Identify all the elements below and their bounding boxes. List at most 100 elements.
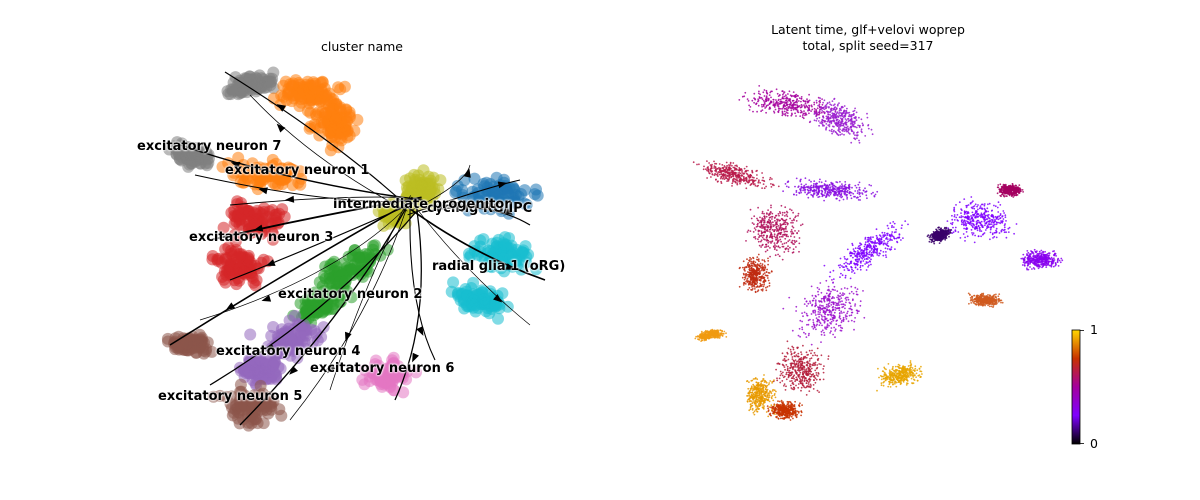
latent-time-point — [723, 174, 725, 177]
latent-time-point — [819, 307, 822, 310]
latent-time-point — [706, 177, 708, 179]
latent-time-point — [820, 192, 823, 195]
latent-time-point — [801, 114, 804, 117]
latent-time-point — [869, 250, 871, 253]
latent-time-point — [785, 378, 788, 381]
latent-time-point — [797, 214, 799, 217]
latent-time-point — [804, 102, 807, 105]
latent-time-point — [758, 234, 761, 237]
latent-time-point — [785, 385, 787, 388]
latent-time-point — [864, 263, 866, 265]
latent-time-point — [815, 317, 818, 320]
latent-time-point — [702, 168, 705, 171]
latent-time-point — [787, 250, 790, 253]
latent-time-point — [750, 288, 752, 291]
latent-time-point — [782, 371, 784, 374]
latent-time-point — [862, 260, 865, 262]
latent-time-point — [800, 386, 803, 389]
latent-time-point — [833, 98, 835, 100]
latent-time-point — [810, 184, 813, 187]
latent-time-point — [772, 183, 774, 186]
latent-time-point — [696, 163, 698, 166]
latent-time-point — [749, 175, 752, 178]
latent-time-point — [756, 219, 759, 222]
latent-time-point — [825, 292, 828, 295]
latent-time-point — [830, 120, 833, 123]
latent-time-point — [758, 273, 761, 276]
latent-time-point — [866, 239, 869, 241]
latent-time-point — [781, 258, 784, 261]
point-radial-glia-1-org — [530, 263, 543, 276]
latent-time-point — [762, 219, 765, 222]
latent-time-point — [822, 307, 825, 309]
latent-time-point — [804, 297, 806, 300]
latent-time-point — [744, 177, 746, 180]
latent-time-point — [848, 269, 851, 272]
latent-time-point — [765, 243, 767, 246]
latent-time-point — [838, 191, 841, 194]
latent-time-point — [763, 187, 766, 190]
latent-time-point — [762, 176, 764, 179]
latent-time-point — [749, 256, 751, 259]
latent-time-point — [731, 164, 733, 167]
latent-time-point — [858, 116, 860, 119]
latent-time-point — [817, 357, 820, 360]
latent-time-point — [791, 112, 793, 115]
latent-time-point — [761, 259, 764, 261]
latent-time-point — [824, 296, 827, 299]
latent-time-point — [818, 100, 821, 103]
latent-time-point — [824, 307, 826, 310]
latent-time-point — [787, 186, 790, 189]
latent-time-point — [854, 317, 856, 319]
latent-time-point — [846, 248, 849, 251]
latent-time-point — [818, 116, 821, 119]
latent-time-point — [796, 232, 798, 235]
latent-time-point — [753, 282, 756, 284]
latent-time-point — [783, 110, 786, 113]
latent-time-point — [774, 219, 776, 222]
latent-time-point — [860, 262, 862, 264]
latent-time-point — [766, 274, 769, 277]
latent-time-point — [769, 91, 772, 94]
latent-time-point — [795, 240, 798, 243]
latent-time-point — [824, 316, 826, 318]
latent-time-point — [898, 233, 901, 236]
latent-time-point — [813, 192, 816, 195]
latent-time-point — [743, 167, 746, 170]
latent-time-point — [762, 231, 765, 234]
latent-time-point — [729, 164, 731, 167]
latent-time-point — [785, 241, 788, 244]
latent-time-point — [858, 191, 861, 194]
latent-time-point — [818, 313, 821, 316]
latent-time-point — [750, 182, 753, 185]
latent-time-point — [838, 309, 841, 312]
latent-time-point — [848, 113, 851, 116]
latent-time-point — [797, 111, 800, 114]
latent-time-point — [803, 311, 806, 314]
latent-time-point — [799, 189, 802, 191]
latent-time-point — [771, 212, 774, 215]
latent-time-point — [815, 184, 817, 186]
latent-time-point — [825, 195, 828, 198]
latent-time-point — [805, 382, 808, 384]
latent-time-point — [853, 252, 855, 255]
latent-time-point — [844, 257, 846, 260]
latent-time-point — [775, 99, 777, 101]
latent-time-point — [808, 93, 810, 96]
latent-time-point — [780, 240, 782, 243]
point-excitatory-neuron-7 — [249, 77, 262, 90]
latent-time-point — [844, 115, 847, 118]
latent-time-point — [767, 257, 769, 260]
latent-time-point — [836, 307, 839, 310]
latent-time-point — [883, 235, 886, 238]
latent-time-point — [753, 227, 756, 230]
latent-time-point — [841, 195, 844, 198]
latent-time-point — [708, 162, 710, 164]
latent-time-point — [779, 370, 782, 373]
latent-time-point — [713, 160, 715, 163]
point-excitatory-neuron-2 — [338, 257, 351, 270]
latent-time-point — [863, 247, 866, 250]
latent-time-point — [753, 215, 756, 218]
latent-time-point — [823, 108, 826, 110]
point-excitatory-neuron-4 — [267, 359, 280, 372]
